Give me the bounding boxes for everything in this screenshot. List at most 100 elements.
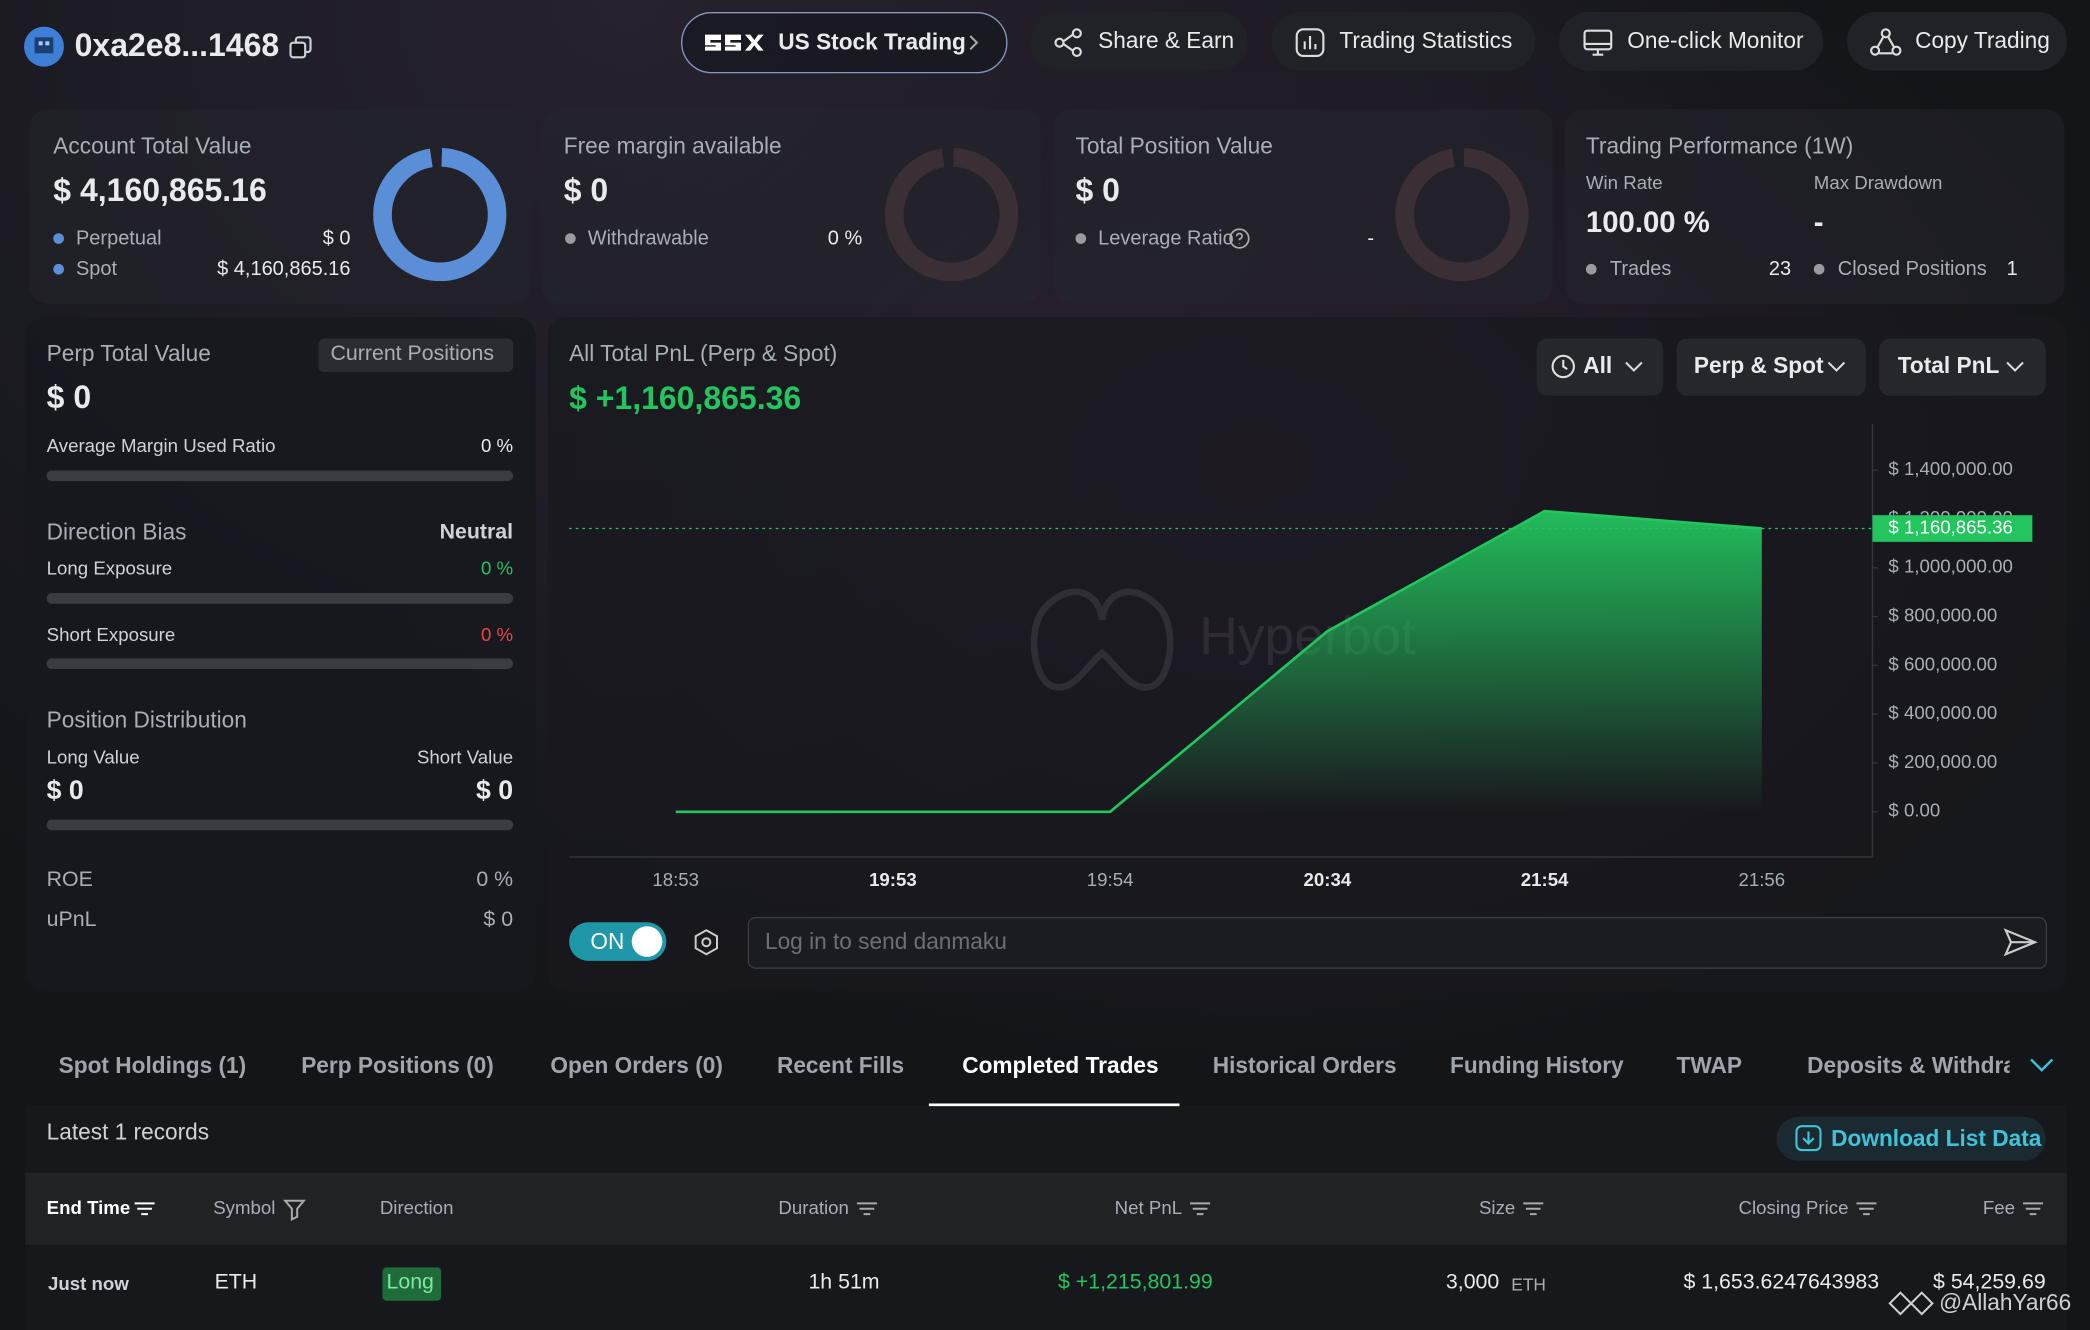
nav-label[interactable]: Trading Statistics <box>1339 27 1513 54</box>
column-header[interactable]: Closing Price <box>1738 1196 1849 1219</box>
y-tick-label: $ 0.00 <box>1888 800 1940 821</box>
input-placeholder[interactable]: Log in to send danmaku <box>764 928 1007 955</box>
row-value: $ 0 <box>322 227 351 250</box>
line <box>675 509 1762 814</box>
nav-label[interactable]: Share & Earn <box>1098 27 1235 54</box>
x-tick-label: 19:54 <box>1087 869 1134 890</box>
nav-button[interactable] <box>1030 11 1248 71</box>
tab[interactable]: Spot Holdings (1) <box>58 1052 247 1079</box>
nav-button[interactable] <box>1847 11 2068 71</box>
nav-button[interactable] <box>1559 11 1824 71</box>
current-value-label: $ 1,160,865.36 <box>1888 516 2012 537</box>
tab[interactable]: Recent Fills <box>776 1052 905 1079</box>
toggle-label[interactable]: ON <box>590 928 625 955</box>
settings-icon[interactable] <box>692 928 721 957</box>
nav-button[interactable] <box>1271 11 1536 71</box>
legend-dot <box>53 263 64 275</box>
card-value: $ 0 <box>563 173 609 210</box>
row-value: 0 % <box>480 434 514 456</box>
legend-dot <box>565 233 576 244</box>
send-icon[interactable] <box>2003 926 2038 958</box>
cell: Long <box>386 1271 434 1295</box>
cell: $ 54,259.69 <box>1933 1271 2046 1295</box>
chart-subtitle: $ +1,160,865.36 <box>569 381 802 418</box>
cell: 1h 51m <box>808 1271 880 1295</box>
filter-button[interactable] <box>1536 338 1664 396</box>
donut <box>884 147 1019 282</box>
section-title: Position Distribution <box>46 707 247 733</box>
tab[interactable]: Open Orders (0) <box>550 1052 723 1079</box>
row-label: Short Value <box>416 746 514 768</box>
current-value-box <box>1872 515 2033 542</box>
row-label: uPnL <box>46 908 97 932</box>
legend-dot <box>1585 263 1597 275</box>
chevron <box>1827 361 1846 372</box>
stat-label: Max Drawdown <box>1813 171 1943 194</box>
nav-label[interactable]: US Stock Trading <box>778 29 966 55</box>
tab[interactable]: Historical Orders <box>1212 1052 1397 1079</box>
column-header[interactable]: Symbol <box>213 1196 276 1219</box>
x-tick-label: 18:53 <box>652 869 699 890</box>
current-positions-button[interactable] <box>318 338 514 372</box>
column-header[interactable]: End Time <box>46 1196 131 1219</box>
card-title: Account Total Value <box>53 133 252 159</box>
row-label: Leverage Ratio <box>1098 227 1234 250</box>
stats-icon <box>1295 28 1325 58</box>
chevron <box>1625 361 1643 372</box>
row-label: Closed Positions <box>1837 257 1987 281</box>
stat-value: - <box>1813 205 1824 239</box>
cell-unit: ETH <box>1511 1274 1546 1295</box>
row-value: 0 % <box>476 868 514 892</box>
help-icon[interactable] <box>1229 228 1250 249</box>
y-tick-label: $ 600,000.00 <box>1888 653 1997 674</box>
account-address: 0xa2e8...1468 <box>74 27 280 64</box>
column-header[interactable]: Size <box>1478 1196 1516 1219</box>
watermark-logo <box>1030 588 1174 691</box>
copy-icon[interactable] <box>289 36 313 60</box>
tab[interactable]: Perp Positions (0) <box>301 1052 494 1079</box>
stat-label: Win Rate <box>1585 171 1663 194</box>
tab[interactable]: Deposits & Withdrawals <box>1807 1052 2010 1079</box>
row-value: 0 % <box>480 623 514 646</box>
y-tick-label: $ 400,000.00 <box>1888 702 1997 723</box>
stat-value: 100.00 % <box>1585 205 1710 239</box>
filter-label[interactable]: Total PnL <box>1897 353 2000 379</box>
tab[interactable]: Funding History <box>1449 1052 1624 1079</box>
tabs-more[interactable] <box>2030 1057 2054 1073</box>
row-value: 0 % <box>480 557 514 579</box>
tab-underline <box>928 1103 1180 1107</box>
column-header[interactable]: Net PnL <box>1114 1196 1183 1219</box>
logo-icon <box>704 34 764 51</box>
tab-active[interactable]: Completed Trades <box>962 1052 1159 1079</box>
filter-label[interactable]: All <box>1583 353 1613 379</box>
x-tick-label: 20:34 <box>1304 869 1352 890</box>
table-header <box>25 1172 2068 1245</box>
row-value: 23 <box>1768 257 1792 281</box>
button-label[interactable]: Current Positions <box>330 342 495 366</box>
column-header[interactable]: Fee <box>1982 1196 2016 1219</box>
nav-label[interactable]: One-click Monitor <box>1627 27 1804 54</box>
tab[interactable]: TWAP <box>1676 1052 1742 1079</box>
copy-trading-icon <box>1870 28 1902 56</box>
row-value: - <box>1367 227 1375 250</box>
row-value: $ 0 <box>46 776 84 806</box>
download-label[interactable]: Download List Data <box>1831 1126 2042 1152</box>
danmaku-input[interactable] <box>747 916 2048 969</box>
card-title: Total Position Value <box>1075 133 1273 159</box>
progress-bar <box>46 593 514 604</box>
legend-dot <box>1075 233 1087 244</box>
row-label: Average Margin Used Ratio <box>46 434 276 456</box>
cell: 3,000 <box>1445 1271 1500 1295</box>
sort-icons <box>134 1199 2044 1222</box>
row-value: $ 4,160,865.16 <box>217 257 351 281</box>
column-header[interactable]: Duration <box>778 1196 849 1219</box>
area <box>675 511 1762 812</box>
y-tick-label: $ 800,000.00 <box>1888 604 1997 625</box>
card-value: $ 4,160,865.16 <box>53 173 267 210</box>
pnl-chart: Hyperbot $ 0.00$ 200,000.00$ 400,000.00$… <box>569 423 2033 890</box>
share-icon <box>1054 28 1082 58</box>
nav-label[interactable]: Copy Trading <box>1915 27 2050 54</box>
filter-label[interactable]: Perp & Spot <box>1693 353 1824 379</box>
